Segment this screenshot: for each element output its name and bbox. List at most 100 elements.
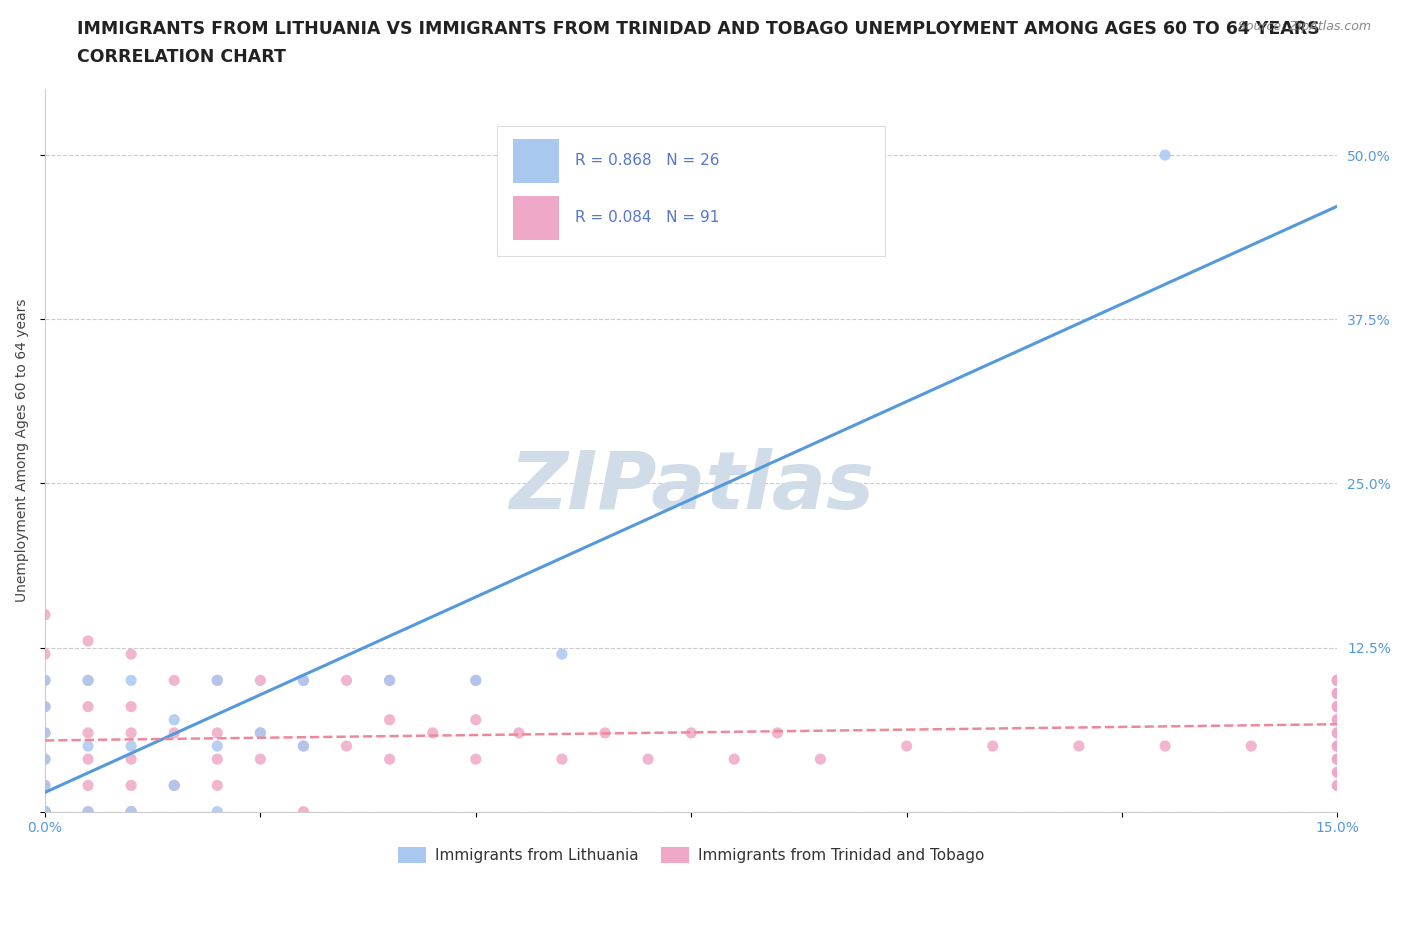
Text: ZIPatlas: ZIPatlas [509,447,873,525]
Point [981,738,1004,753]
Point [34,646,56,661]
Point [508,725,530,740]
Point [77,804,100,819]
Point [1326,712,1348,727]
Point [1240,738,1263,753]
Point [34,751,56,766]
Point [1326,699,1348,714]
Point [1326,738,1348,753]
Point [34,607,56,622]
Point [766,725,789,740]
Point [292,738,315,753]
Point [1326,686,1348,701]
Point [1326,764,1348,779]
Point [163,778,186,793]
Point [1326,725,1348,740]
Point [207,673,229,688]
Point [464,673,486,688]
Point [1326,699,1348,714]
Point [1326,686,1348,701]
Point [34,699,56,714]
Point [292,804,315,819]
Point [120,699,142,714]
Point [422,725,444,740]
Point [1326,699,1348,714]
Point [120,725,142,740]
Point [34,778,56,793]
Point [1326,751,1348,766]
Point [378,751,401,766]
Point [77,699,100,714]
Point [249,673,271,688]
Point [723,751,745,766]
Point [249,751,271,766]
Point [1326,778,1348,793]
Y-axis label: Unemployment Among Ages 60 to 64 years: Unemployment Among Ages 60 to 64 years [15,299,30,603]
Legend: Immigrants from Lithuania, Immigrants from Trinidad and Tobago: Immigrants from Lithuania, Immigrants fr… [392,841,990,869]
Point [551,646,574,661]
Point [292,673,315,688]
Point [34,804,56,819]
Point [464,673,486,688]
Point [163,712,186,727]
Point [896,738,918,753]
Point [1326,686,1348,701]
Point [77,725,100,740]
Point [207,778,229,793]
Point [1326,725,1348,740]
Point [120,673,142,688]
Point [1326,699,1348,714]
Point [1326,738,1348,753]
Point [378,673,401,688]
Point [207,673,229,688]
Point [464,751,486,766]
Point [593,725,616,740]
Point [34,725,56,740]
Point [1326,673,1348,688]
Point [249,725,271,740]
Point [163,673,186,688]
Point [34,725,56,740]
Point [120,778,142,793]
Point [120,804,142,819]
Point [1326,673,1348,688]
Point [1326,738,1348,753]
Point [1326,673,1348,688]
Point [1326,778,1348,793]
Point [378,673,401,688]
Point [207,804,229,819]
Point [1326,686,1348,701]
Point [207,738,229,753]
Point [34,804,56,819]
Point [34,804,56,819]
Point [378,712,401,727]
Point [207,725,229,740]
Point [1326,673,1348,688]
Point [1154,738,1177,753]
Point [249,725,271,740]
Point [120,751,142,766]
Point [292,673,315,688]
Point [207,751,229,766]
Point [34,699,56,714]
Text: IMMIGRANTS FROM LITHUANIA VS IMMIGRANTS FROM TRINIDAD AND TOBAGO UNEMPLOYMENT AM: IMMIGRANTS FROM LITHUANIA VS IMMIGRANTS … [77,20,1320,38]
Point [77,673,100,688]
Point [163,778,186,793]
Point [810,751,832,766]
Point [335,738,357,753]
Point [77,673,100,688]
Point [1326,712,1348,727]
Point [77,778,100,793]
Point [1326,725,1348,740]
Point [1326,673,1348,688]
Point [34,804,56,819]
Point [77,633,100,648]
Point [464,712,486,727]
Text: Source: ZipAtlas.com: Source: ZipAtlas.com [1237,20,1371,33]
Point [34,804,56,819]
Point [34,804,56,819]
Point [34,804,56,819]
Point [34,751,56,766]
Point [1326,751,1348,766]
Point [1326,751,1348,766]
